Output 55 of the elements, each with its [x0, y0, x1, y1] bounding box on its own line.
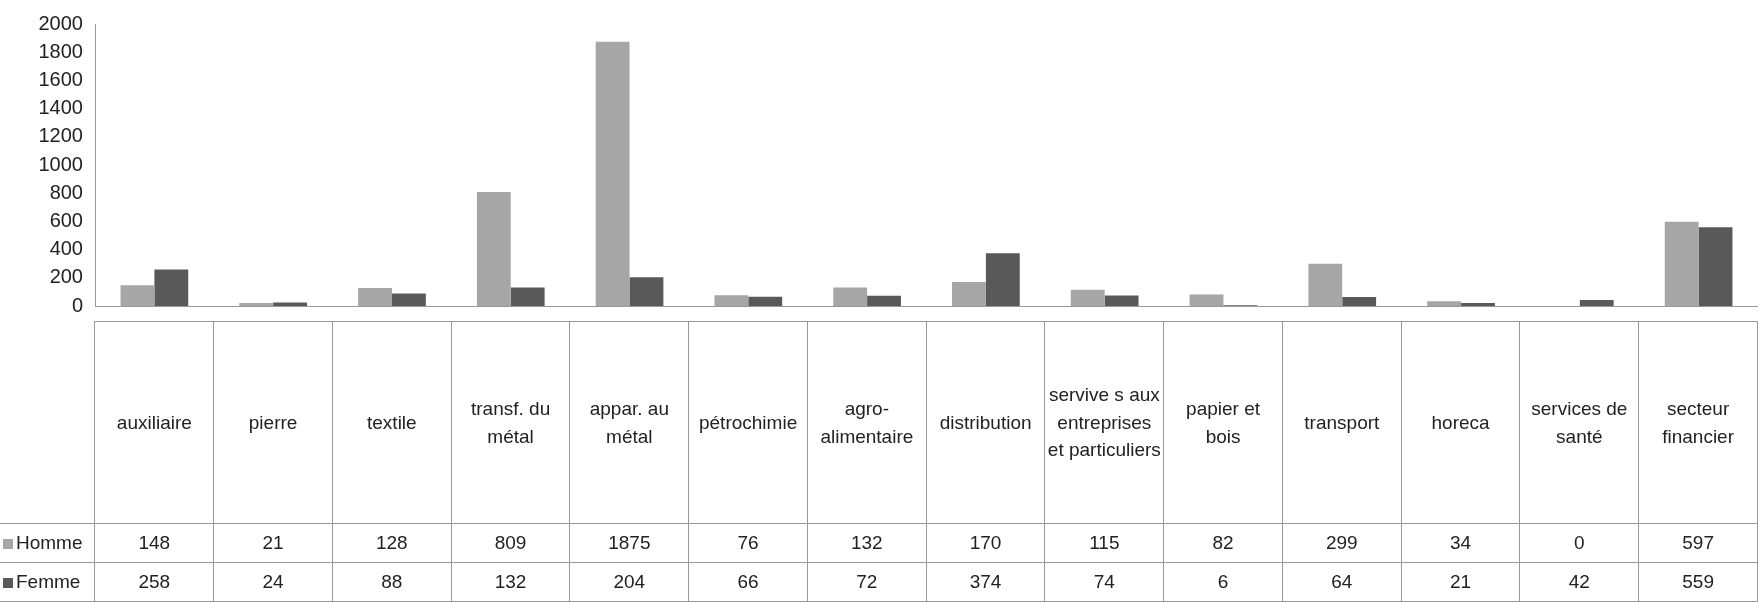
x-tick-label: textile — [332, 321, 452, 524]
data-label: 72 — [807, 562, 927, 602]
x-tick-label: papier et bois — [1163, 321, 1283, 524]
y-tick-label: 1000 — [38, 152, 83, 175]
x-tick-label: auxiliaire — [94, 321, 214, 524]
data-label: 115 — [1044, 523, 1164, 563]
data-label: 6 — [1163, 562, 1283, 602]
x-tick-label: appar. au métal — [569, 321, 689, 524]
data-label: 132 — [451, 562, 570, 602]
data-label: 82 — [1163, 523, 1283, 563]
data-label: 597 — [1638, 523, 1758, 563]
x-tick-label: transport — [1282, 321, 1402, 524]
data-label: 88 — [332, 562, 452, 602]
x-tick-label: pierre — [213, 321, 333, 524]
data-label: 1875 — [569, 523, 689, 563]
y-tick-label: 400 — [49, 237, 83, 260]
y-tick-label: 1400 — [38, 96, 83, 119]
y-tick-label: 800 — [49, 180, 83, 203]
x-tick-label: secteur financier — [1638, 321, 1758, 524]
y-tick-label: 0 — [71, 293, 83, 316]
data-label: 809 — [451, 523, 570, 563]
data-label: 559 — [1638, 562, 1758, 602]
x-tick-label: horeca — [1401, 321, 1520, 524]
data-label: 148 — [94, 523, 214, 563]
data-label: 204 — [569, 562, 689, 602]
data-label: 64 — [1282, 562, 1402, 602]
data-label: 66 — [688, 562, 808, 602]
data-label: 0 — [1519, 523, 1639, 563]
y-tick-label: 600 — [49, 208, 83, 231]
legend-label: Femme — [16, 571, 81, 593]
data-label: 21 — [213, 523, 333, 563]
data-label: 74 — [1044, 562, 1164, 602]
x-tick-label: distribution — [926, 321, 1045, 524]
data-label: 170 — [926, 523, 1045, 563]
x-tick-label: agro-alimentaire — [807, 321, 927, 524]
x-tick-label: services de santé — [1519, 321, 1639, 524]
data-label: 34 — [1401, 523, 1520, 563]
data-label: 24 — [213, 562, 333, 602]
data-label: 128 — [332, 523, 452, 563]
data-label: 299 — [1282, 523, 1402, 563]
data-label: 76 — [688, 523, 808, 563]
legend-label: Homme — [16, 532, 83, 554]
data-label: 42 — [1519, 562, 1639, 602]
y-tick-label: 1800 — [38, 39, 83, 62]
y-tick-label: 200 — [49, 265, 83, 288]
x-tick-label: servive s aux entreprises et particuliers — [1044, 321, 1164, 524]
x-tick-label: transf. du métal — [451, 321, 570, 524]
y-tick-label: 1200 — [38, 124, 83, 147]
y-tick-label: 2000 — [38, 11, 83, 34]
data-label: 374 — [926, 562, 1045, 602]
data-label: 132 — [807, 523, 927, 563]
data-label: 258 — [94, 562, 214, 602]
data-label: 21 — [1401, 562, 1520, 602]
y-tick-label: 1600 — [38, 67, 83, 90]
x-tick-label: pétrochimie — [688, 321, 808, 524]
